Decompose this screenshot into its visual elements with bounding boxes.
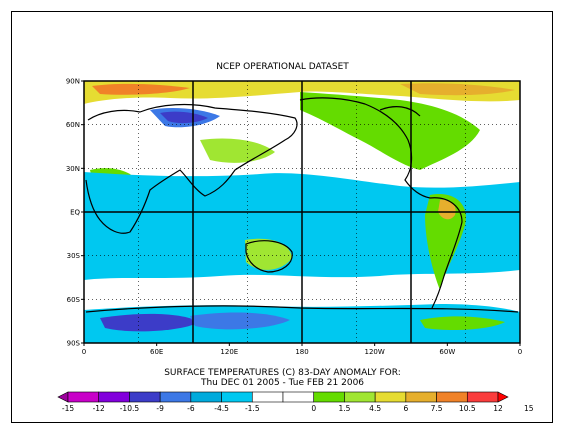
colorbar-swatch (98, 391, 130, 403)
colorbar-label: -12 (93, 404, 105, 413)
colorbar-label: 1.5 (338, 404, 350, 413)
colorbar-swatch (313, 391, 345, 403)
colorbar-label: 0 (311, 404, 316, 413)
colorbar-label: -4.5 (214, 404, 229, 413)
colorbar-swatch (159, 391, 192, 403)
colorbar-label: -10.5 (120, 404, 140, 413)
caption-line-1: SURFACE TEMPERATURES (C) 83-DAY ANOMALY … (164, 368, 401, 378)
colorbar-swatch (251, 391, 284, 403)
colorbar-left-arrow (57, 391, 69, 403)
x-tick-label: 0 (82, 348, 86, 356)
antarctic-cold-core-east (100, 313, 200, 332)
x-tick-label: 120W (365, 348, 385, 356)
colorbar-label: -6 (187, 404, 195, 413)
colorbar-swatch (221, 391, 253, 403)
colorbar-swatch (344, 391, 376, 403)
x-tick-label: 60W (439, 348, 455, 356)
x-tick-label: 180 (295, 348, 308, 356)
y-tick-label: 30N (66, 165, 80, 173)
arctic-hot-core (92, 83, 190, 95)
y-tick-label: EQ (70, 209, 80, 217)
eurasia-cold-core (160, 111, 208, 124)
coastlines (85, 97, 519, 313)
arctic-warm-core-west (400, 83, 515, 96)
antarctic-cold-core-central (190, 312, 290, 330)
colorbar-label: 10.5 (459, 404, 476, 413)
y-tick-label: 90S (67, 340, 81, 348)
colorbar-swatch (436, 391, 468, 403)
colorbar-swatch (466, 391, 499, 403)
south-america-hot (438, 199, 456, 220)
colorbar-label: 6 (403, 404, 408, 413)
north-america-warm (300, 92, 480, 170)
y-tick-label: 60S (67, 296, 81, 304)
x-tick-label: 120E (220, 348, 238, 356)
y-tick-label: 30S (67, 252, 81, 260)
colorbar-label: 4.5 (369, 404, 381, 413)
south-america-warm (425, 194, 466, 290)
x-tick-label: 0 (518, 348, 522, 356)
colorbar-swatch (282, 391, 315, 403)
colorbar-label: -1.5 (245, 404, 260, 413)
colorbar-label: -15 (62, 404, 74, 413)
caption-line-2: Thu DEC 01 2005 - Tue FEB 21 2006 (200, 378, 365, 388)
colorbar-label: 12 (493, 404, 503, 413)
colorbar-label: 7.5 (431, 404, 443, 413)
y-tick-label: 90N (66, 78, 80, 86)
x-axis-ticks: 0 60E 120E 180 120W 60W 0 (82, 343, 522, 356)
y-tick-label: 60N (66, 121, 80, 129)
grid (84, 81, 520, 343)
colorbar-swatch (129, 391, 161, 403)
antarctic-warm-patch (420, 316, 505, 330)
colorbar-swatch (374, 391, 407, 403)
colorbar: -15 -12 -10.5 -9 -6 -4.5 -1.5 0 1.5 4.5 6 7.5 10.5 12… (57, 391, 534, 413)
colorbar-label: -9 (156, 404, 164, 413)
australia-warm (245, 238, 292, 270)
colorbar-swatch (67, 391, 100, 403)
x-tick-label: 60E (150, 348, 163, 356)
map-title: NCEP OPERATIONAL DATASET (216, 62, 349, 72)
colorbar-label: 15 (524, 404, 534, 413)
colorbar-right-arrow (497, 391, 509, 403)
colorbar-swatch (190, 391, 222, 403)
y-axis-ticks: 90N 60N 30N EQ 30S 60S 90S (66, 78, 84, 348)
colorbar-swatch (405, 391, 437, 403)
